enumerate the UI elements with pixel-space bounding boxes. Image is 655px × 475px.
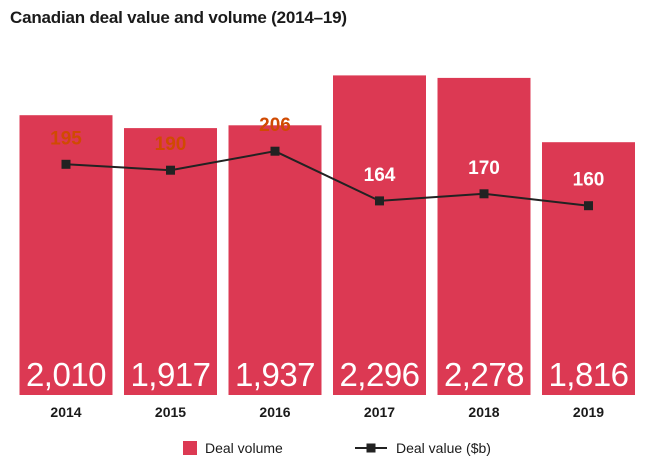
x-tick-label-2018: 2018: [468, 404, 499, 420]
bar-label-2018: 2,278: [444, 356, 524, 393]
bar-2016: [228, 125, 322, 396]
x-tick-label-2017: 2017: [364, 404, 395, 420]
x-tick-label-2019: 2019: [573, 404, 604, 420]
bar-label-2016: 1,937: [235, 356, 315, 393]
deal-value-line: [65, 150, 589, 207]
deal-value-label-2017: 164: [364, 165, 396, 186]
bar-2017: [333, 75, 426, 396]
deal-value-point-2016: [270, 146, 280, 156]
legend-label-deal-value: Deal value ($b): [396, 440, 491, 456]
deal-value-point-2015: [166, 165, 175, 175]
deal-value-label-2014: 195: [50, 128, 82, 149]
x-tick-label-2016: 2016: [259, 404, 290, 420]
chart-title: Canadian deal value and volume (2014–19): [10, 8, 347, 27]
legend-marker-deal-value: [366, 443, 376, 453]
deal-value-point-2018: [479, 189, 489, 199]
deal-value-label-2016: 206: [259, 115, 291, 136]
deal-value-point-2017: [375, 196, 384, 206]
bar-label-2015: 1,917: [130, 356, 210, 393]
bar-label-2014: 2,010: [26, 356, 106, 393]
legend-label-deal-volume: Deal volume: [205, 440, 283, 456]
deal-value-label-2018: 170: [468, 158, 500, 179]
bar-label-2019: 1,816: [548, 356, 628, 393]
bar-2019: [542, 142, 635, 395]
deal-value-point-2014: [61, 159, 71, 169]
bar-label-2017: 2,296: [339, 356, 419, 393]
bar-2014: [19, 115, 113, 395]
legend-swatch-deal-volume: [183, 441, 197, 455]
x-tick-label-2014: 2014: [50, 404, 81, 420]
x-tick-label-2015: 2015: [155, 404, 186, 420]
deal-value-point-2019: [584, 201, 593, 211]
deal-value-label-2015: 190: [155, 134, 187, 155]
bar-2018: [437, 77, 531, 396]
deal-value-label-2019: 160: [573, 170, 605, 191]
